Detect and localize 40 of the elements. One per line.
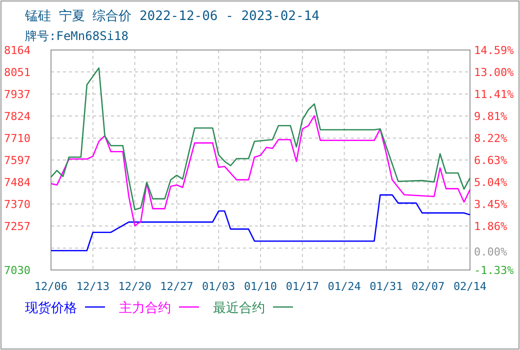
x-tick-label: 01/31 <box>370 280 403 293</box>
line-series <box>50 67 471 210</box>
y-tick-label: 7824 <box>4 110 31 123</box>
y2-tick-label: 11.41% <box>474 88 514 101</box>
x-tick-label: 02/14 <box>453 280 487 293</box>
y-tick-label: 7937 <box>4 88 30 102</box>
y-tick-label: 7370 <box>4 198 30 212</box>
y2-tick-label: -1.33% <box>474 264 514 277</box>
y-tick-label: 8164 <box>4 44 31 57</box>
line-series <box>50 115 471 226</box>
x-tick-label: 12/13 <box>76 280 110 293</box>
x-tick-label: 02/07 <box>412 280 445 293</box>
y-tick-label: 7484 <box>4 176 31 189</box>
x-tick-label: 01/17 <box>286 280 319 293</box>
y2-tick-label: 9.81% <box>474 110 508 124</box>
x-tick-label: 01/03 <box>202 280 236 293</box>
y2-tick-label: 13.00% <box>474 66 514 79</box>
y-tick-label: 7710 <box>4 132 30 146</box>
x-tick-label: 12/20 <box>118 280 152 293</box>
y2-tick-label: 1.86% <box>474 220 508 233</box>
y2-tick-label: 8.22% <box>474 132 508 146</box>
chart-title: 锰硅 宁夏 综合价 2022-12-06 - 2023-02-14 <box>24 8 320 24</box>
y2-tick-label: 5.04% <box>474 176 508 189</box>
y-tick-label: 7257 <box>4 220 30 233</box>
y2-tick-label: 3.45% <box>474 198 508 211</box>
y-tick-label: 7030 <box>4 264 30 277</box>
y2-tick-label: 6.63% <box>474 154 508 167</box>
y-tick-label: 8051 <box>4 66 30 79</box>
y-tick-label: 7597 <box>4 154 30 167</box>
chart-subtitle: 牌号:FeMn68Si18 <box>25 29 128 43</box>
line-series <box>50 194 471 252</box>
legend-label: 最近合约 <box>213 301 265 316</box>
legend-label: 现货价格 <box>25 301 77 316</box>
x-tick-label: 01/10 <box>244 280 278 293</box>
legend-label: 主力合约 <box>119 300 171 316</box>
y2-tick-label: 0.00% <box>474 246 508 259</box>
y2-tick-label: 14.59% <box>474 44 514 57</box>
x-tick-label: 01/24 <box>328 280 362 293</box>
x-tick-label: 12/27 <box>160 280 194 293</box>
x-tick-label: 12/06 <box>34 280 68 293</box>
